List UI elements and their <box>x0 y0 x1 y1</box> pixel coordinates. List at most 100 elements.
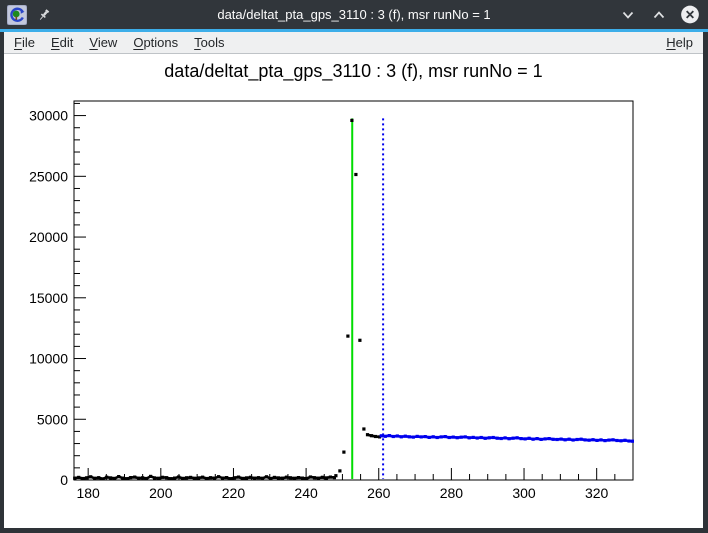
data-point <box>591 438 595 442</box>
data-point <box>563 438 567 442</box>
x-tick-label: 320 <box>585 485 609 501</box>
data-point <box>73 476 77 480</box>
data-point <box>189 475 193 479</box>
data-point <box>483 436 487 440</box>
data-point <box>324 476 328 480</box>
data-point <box>101 477 105 481</box>
titlebar[interactable]: data/deltat_pta_gps_3110 : 3 (f), msr ru… <box>0 0 708 29</box>
data-point <box>451 435 455 439</box>
data-point <box>559 437 563 441</box>
data-point <box>587 438 591 442</box>
data-point <box>260 476 265 480</box>
data-point <box>471 435 475 439</box>
menu-item-edit[interactable]: Edit <box>50 35 74 50</box>
y-tick-label: 30000 <box>29 108 68 124</box>
data-point <box>619 439 623 443</box>
data-point <box>320 475 324 479</box>
menu-item-file[interactable]: File <box>14 35 35 50</box>
data-point <box>228 477 233 481</box>
data-point <box>535 437 539 441</box>
x-tick-label: 200 <box>149 485 173 501</box>
data-point <box>495 436 499 440</box>
plot-title: data/deltat_pta_gps_3110 : 3 (f), msr ru… <box>164 61 543 81</box>
data-point <box>491 435 495 440</box>
series-background-data <box>73 474 336 481</box>
data-point <box>575 437 579 442</box>
data-point <box>511 436 515 440</box>
y-tick-label: 20000 <box>29 229 68 245</box>
data-point <box>539 437 543 441</box>
data-point <box>611 438 615 442</box>
close-button[interactable] <box>680 5 700 25</box>
data-point <box>411 435 415 439</box>
data-point <box>467 436 471 440</box>
data-point <box>157 476 161 480</box>
data-point <box>365 433 370 437</box>
y-tick-label: 5000 <box>37 411 68 427</box>
data-point <box>125 477 129 481</box>
data-point <box>630 439 634 443</box>
data-point <box>252 476 257 480</box>
menu-item-help[interactable]: Help <box>666 35 693 50</box>
data-point <box>503 436 507 440</box>
x-tick-label: 240 <box>294 485 318 501</box>
data-point <box>427 435 431 439</box>
data-point <box>595 438 599 442</box>
data-point <box>280 476 285 480</box>
data-point <box>354 172 358 177</box>
series-pre-fit-range-data <box>365 433 382 439</box>
plot-frame <box>73 100 634 481</box>
data-point <box>161 475 165 479</box>
data-point <box>415 434 419 438</box>
maximize-button[interactable] <box>649 5 669 25</box>
data-point <box>431 435 435 439</box>
plot-area[interactable]: 180 200 220 240 260 280 300 320 0 5000 10000 15000 2… <box>4 54 703 528</box>
data-point <box>137 476 141 480</box>
minimize-button[interactable] <box>618 5 638 25</box>
data-point <box>105 475 109 479</box>
data-point <box>316 476 320 480</box>
data-point <box>487 436 491 440</box>
data-point <box>395 434 399 438</box>
data-point <box>236 475 241 479</box>
data-point <box>268 476 273 481</box>
data-point <box>209 476 213 480</box>
pin-icon[interactable] <box>37 8 51 22</box>
data-point <box>93 476 97 480</box>
data-point <box>256 476 261 480</box>
data-point <box>117 475 121 479</box>
data-point <box>423 435 427 439</box>
data-point <box>334 474 338 478</box>
data-point <box>543 437 547 441</box>
x-tick-label: 220 <box>222 485 246 501</box>
data-point <box>213 476 217 480</box>
menu-item-view[interactable]: View <box>89 35 118 50</box>
data-point <box>358 338 362 342</box>
data-point <box>89 475 93 479</box>
data-point <box>350 118 354 122</box>
data-point <box>312 476 317 480</box>
data-point <box>165 476 169 480</box>
data-point <box>300 476 305 480</box>
data-point <box>507 437 511 441</box>
root-canvas[interactable]: data/deltat_pta_gps_3110 : 3 (f), msr ru… <box>4 54 703 528</box>
data-point <box>583 438 587 442</box>
data-point <box>205 476 209 481</box>
data-point <box>399 435 403 439</box>
data-point <box>197 476 201 480</box>
menu-item-options[interactable]: Options <box>133 35 179 50</box>
data-point <box>338 469 342 473</box>
data-point <box>217 475 221 479</box>
data-point <box>244 476 249 480</box>
series-fit-range-data <box>379 434 634 443</box>
data-point <box>579 437 583 441</box>
data-point <box>185 476 189 480</box>
data-point <box>571 438 575 442</box>
data-point <box>555 437 559 442</box>
data-point <box>332 476 336 480</box>
menu-item-tools[interactable]: Tools <box>194 35 225 50</box>
data-point <box>85 476 89 480</box>
data-point <box>232 476 237 480</box>
active-window-accent-line <box>0 29 708 32</box>
data-point <box>439 435 443 439</box>
